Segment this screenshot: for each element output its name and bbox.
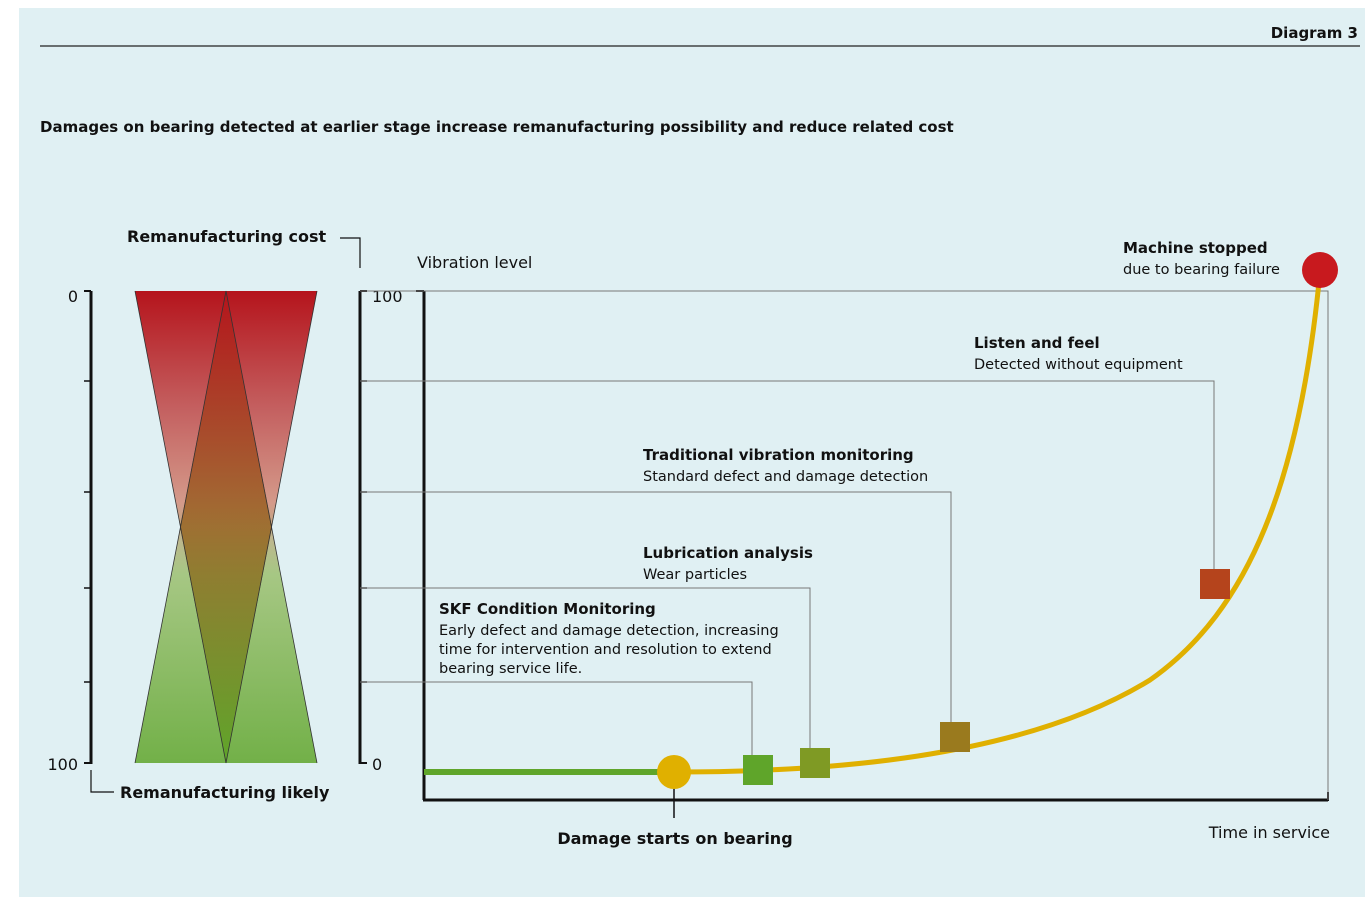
stopped-title: Machine stopped <box>1123 239 1268 257</box>
leader-skf <box>360 681 753 757</box>
remanufacturing-likely-label: Remanufacturing likely <box>120 783 330 802</box>
likely-bracket <box>90 770 114 793</box>
listen-line-1: Detected without equipment <box>974 357 1183 373</box>
time-in-service-label: Time in service <box>1208 823 1330 842</box>
skf-line-1: Early defect and damage detection, incre… <box>439 623 779 639</box>
annotation-stopped: Machine stopped due to bearing failure <box>1123 239 1280 278</box>
right-tick-top: 100 <box>372 287 403 306</box>
skf-line-2: time for intervention and resolution to … <box>439 642 772 658</box>
annotation-skf: SKF Condition Monitoring Early defect an… <box>439 600 779 677</box>
remanufacturing-gauge: 0 100 100 0 Remanufacturing cost Remanuf… <box>47 227 402 802</box>
leader-stopped <box>360 290 1329 800</box>
skf-line-3: bearing service life. <box>439 661 582 677</box>
vibration-chart: Vibration level Time in service Damage s… <box>360 239 1338 848</box>
marker-traditional-vibration <box>940 722 970 752</box>
left-tick-bottom: 100 <box>47 755 78 774</box>
remanufacturing-cost-label: Remanufacturing cost <box>127 227 326 246</box>
listen-title: Listen and feel <box>974 334 1100 352</box>
diagram-title: Damages on bearing detected at earlier s… <box>40 118 954 136</box>
leader-lubrication <box>360 587 811 750</box>
vibration-level-label: Vibration level <box>417 253 532 272</box>
annotation-listen: Listen and feel Detected without equipme… <box>974 334 1183 373</box>
cost-bracket <box>340 237 361 268</box>
marker-skf-condition-monitoring <box>743 755 773 785</box>
leader-listen <box>360 380 1215 570</box>
marker-lubrication-analysis <box>800 748 830 778</box>
lubrication-title: Lubrication analysis <box>643 544 813 562</box>
marker-listen-and-feel <box>1200 569 1230 599</box>
leader-traditional <box>360 491 952 723</box>
lubrication-line-1: Wear particles <box>643 567 747 583</box>
damage-start-marker <box>657 755 691 789</box>
annotation-traditional: Traditional vibration monitoring Standar… <box>643 446 928 485</box>
stopped-line-1: due to bearing failure <box>1123 262 1280 278</box>
marker-machine-stopped <box>1302 252 1338 288</box>
skf-title: SKF Condition Monitoring <box>439 600 656 618</box>
traditional-title: Traditional vibration monitoring <box>643 446 914 464</box>
annotation-lubrication: Lubrication analysis Wear particles <box>643 544 813 583</box>
traditional-line-1: Standard defect and damage detection <box>643 469 928 485</box>
right-tick-bottom: 0 <box>372 755 382 774</box>
diagram-label: Diagram 3 <box>1271 24 1358 42</box>
left-tick-top: 0 <box>68 287 78 306</box>
damage-start-label: Damage starts on bearing <box>557 829 792 848</box>
